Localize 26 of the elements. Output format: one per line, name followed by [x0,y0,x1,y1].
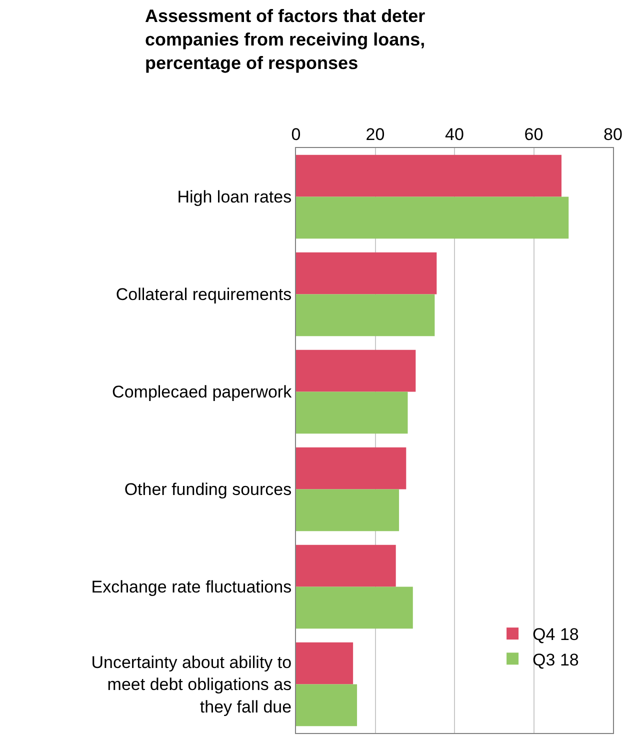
x-tick-label: 40 [445,125,464,144]
bar [296,489,400,532]
y-tick-label: Uncertainty about ability to meet debt obligations as they fall due [91,653,292,716]
legend-label: Q3 18 [532,650,579,670]
x-tick-label: 60 [524,125,544,144]
bar [296,154,562,197]
y-tick-label: Collateral requirements [116,285,292,304]
x-tick-label: 20 [366,125,385,144]
bar [296,350,416,392]
legend-label: Q4 18 [532,625,579,644]
x-tick-label: 80 [604,125,622,144]
bar [296,252,437,294]
bar [296,196,569,239]
x-tick-label: 0 [291,125,301,144]
y-tick-label: Exchange rate fluctuations [91,578,292,597]
chart-title: Assessment of factors that deter companies from receiving loans, percentage of responses [145,6,426,73]
y-tick-label: High loan rates [177,188,292,207]
bar [296,642,354,684]
bar [296,392,408,434]
bar [296,447,406,490]
y-tick-label: Complecaed paperwork [112,382,292,402]
bar [296,586,413,629]
bar [296,684,358,726]
y-tick-label: Other funding sources [124,480,292,500]
bar [296,294,435,336]
bar [296,544,396,587]
